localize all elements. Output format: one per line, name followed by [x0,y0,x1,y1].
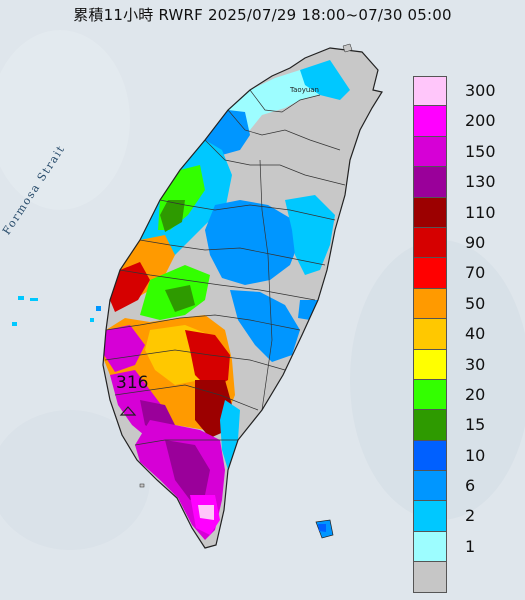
legend-row: 6 [413,471,518,502]
legend-label: 40 [465,324,486,344]
legend-swatch [413,410,447,441]
legend-row: 2 [413,501,518,532]
rainfall-legend: 300 200 150 130 110 90 70 50 40 30 20 15 10 6 2 1 [413,76,518,593]
legend-row: 40 [413,319,518,350]
legend-swatch [413,319,447,350]
legend-row: 20 [413,379,518,411]
legend-label: 1 [465,536,476,556]
legend-label: 10 [465,445,486,465]
legend-label: 2 [465,506,476,526]
offshore-islands [12,43,353,539]
legend-swatch [413,471,447,502]
legend-swatch [413,349,447,380]
legend-swatch [413,501,447,532]
map-title: 累積11小時 RWRF 2025/07/29 18:00~07/30 05:00 [73,6,452,24]
city-label: Taoyuan [290,86,319,94]
legend-row: 150 [413,136,518,168]
county-boundaries [104,89,346,446]
legend-label: 20 [465,384,486,404]
legend-row: 130 [413,167,518,198]
legend-row: 15 [413,410,518,441]
legend-label: 15 [465,415,486,435]
legend-swatch [413,440,447,472]
legend-swatch [413,379,447,411]
coastline [102,47,383,549]
legend-row [413,562,518,593]
legend-label: 70 [465,263,486,283]
legend-label: 30 [465,354,486,374]
legend-swatch [413,76,447,107]
legend-swatch [413,167,447,198]
legend-row: 200 [413,106,518,137]
legend-swatch [413,258,447,289]
legend-swatch [413,531,447,563]
legend-label: 6 [465,476,476,496]
legend-label: 300 [465,81,496,100]
legend-row: 50 [413,288,518,320]
taiwan-island [102,47,383,549]
legend-swatch [413,106,447,137]
rainfall-overlay [104,60,350,540]
legend-row: 1 [413,531,518,563]
legend-swatch [413,136,447,168]
legend-swatch [413,197,447,228]
legend-label: 150 [465,141,496,161]
legend-label: 110 [465,202,496,222]
legend-row: 30 [413,349,518,380]
legend-row: 90 [413,227,518,259]
legend-row: 70 [413,258,518,289]
max-rainfall-marker [119,406,137,416]
legend-row: 110 [413,197,518,228]
legend-row: 10 [413,440,518,472]
legend-label: 50 [465,293,486,313]
legend-swatch [413,288,447,320]
legend-label: 200 [465,111,496,131]
legend-label: 130 [465,172,496,192]
max-rainfall-label: 316 [116,373,149,393]
legend-swatch [413,227,447,259]
legend-row: 300 [413,76,518,107]
legend-swatch [413,562,447,593]
legend-label: 90 [465,232,486,252]
